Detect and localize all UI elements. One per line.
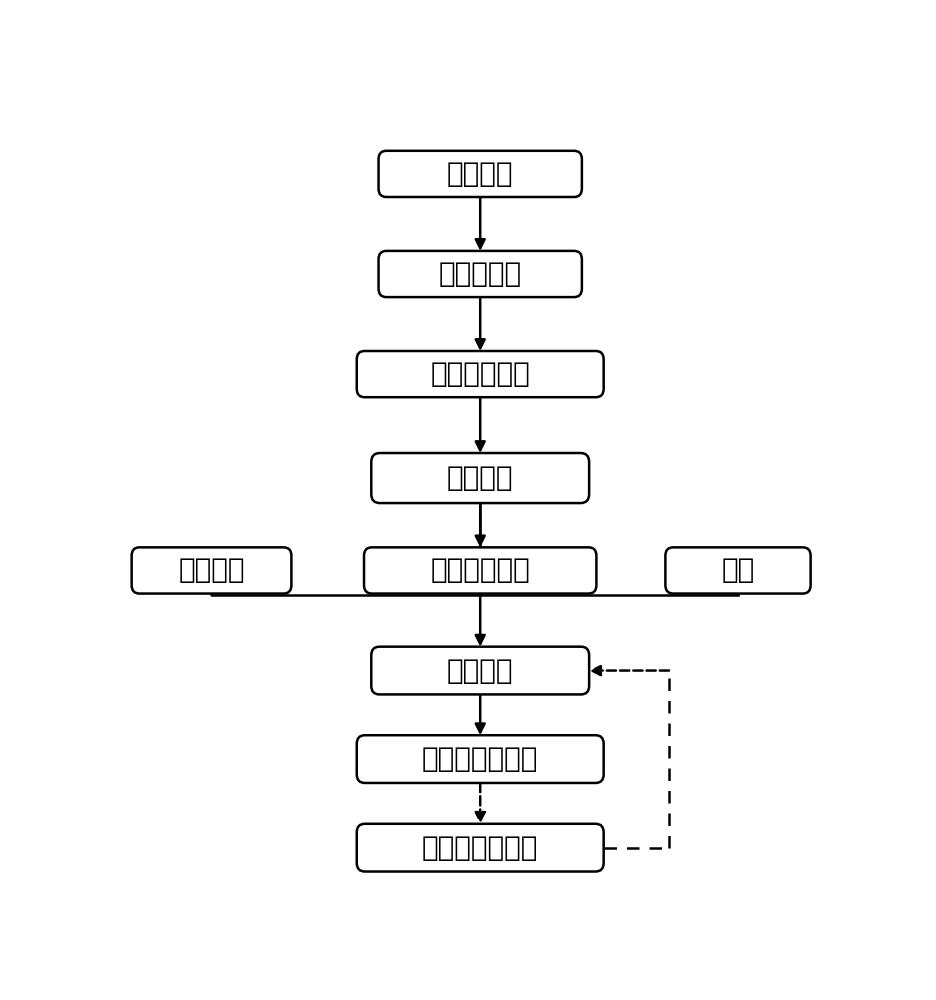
Text: 真菌菌丝和乙醇: 真菌菌丝和乙醇 — [421, 745, 538, 773]
Text: 热水解预处理: 热水解预处理 — [430, 360, 530, 388]
FancyBboxPatch shape — [378, 251, 581, 297]
FancyBboxPatch shape — [363, 547, 595, 594]
Text: 真菌发酵: 真菌发酵 — [446, 657, 513, 685]
FancyBboxPatch shape — [665, 547, 810, 594]
FancyBboxPatch shape — [378, 151, 581, 197]
FancyBboxPatch shape — [357, 824, 603, 872]
Text: 油脂: 油脂 — [721, 556, 753, 584]
Text: 分选和破碑: 分选和破碑 — [438, 260, 521, 288]
Text: 剩余真菌发酵液: 剩余真菌发酵液 — [421, 834, 538, 862]
FancyBboxPatch shape — [371, 453, 589, 503]
Text: 餐厨垃圾: 餐厨垃圾 — [446, 160, 513, 188]
FancyBboxPatch shape — [357, 735, 603, 783]
Text: 固体残渣: 固体残渣 — [178, 556, 244, 584]
Text: 热水解上清液: 热水解上清液 — [430, 556, 530, 584]
Text: 三相分离: 三相分离 — [446, 464, 513, 492]
FancyBboxPatch shape — [357, 351, 603, 397]
FancyBboxPatch shape — [371, 647, 589, 694]
FancyBboxPatch shape — [131, 547, 291, 594]
